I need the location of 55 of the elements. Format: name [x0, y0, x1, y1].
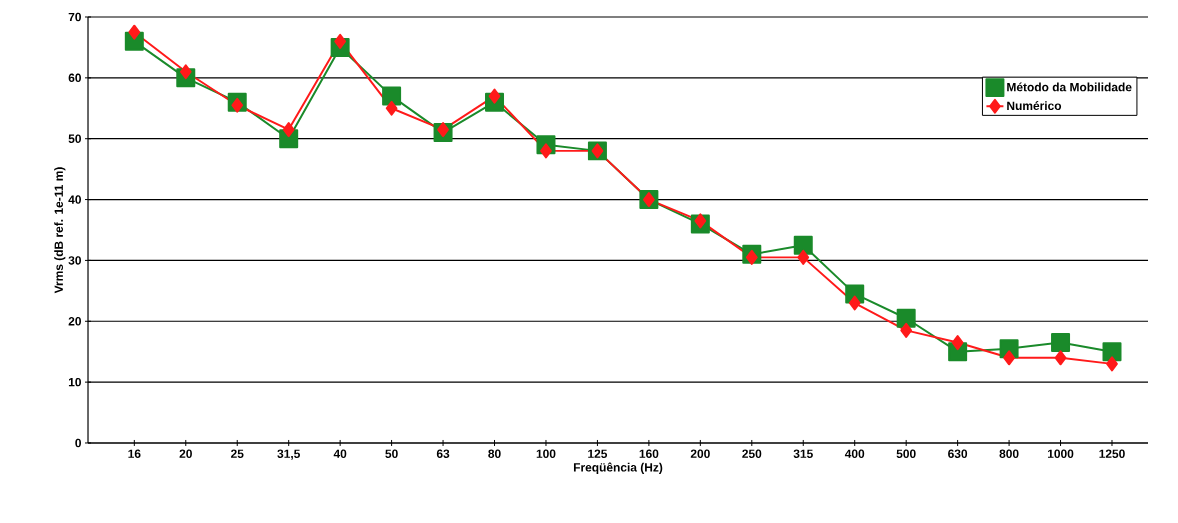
point	[1051, 333, 1071, 353]
point	[1003, 350, 1015, 366]
point	[540, 143, 552, 159]
x-tick-label: 20	[179, 449, 192, 458]
x-tick-label: 100	[536, 449, 556, 458]
point	[488, 88, 501, 104]
point	[282, 122, 295, 138]
x-tick-label: 125	[588, 449, 608, 458]
y-tick-label: 40	[68, 195, 81, 204]
legend-label: Método da Mobilidade	[1007, 82, 1132, 92]
x-tick-label: 315	[793, 449, 813, 458]
point	[179, 64, 192, 80]
y-tick-label: 50	[68, 134, 81, 143]
x-tick-label: 250	[742, 449, 762, 458]
x-tick-label: 500	[896, 449, 916, 458]
y-tick-label: 0	[75, 438, 81, 448]
point	[1054, 350, 1067, 366]
x-tick-label: 1250	[1099, 449, 1125, 458]
y-tick-label: 30	[68, 256, 81, 265]
y-tick-label: 70	[68, 12, 81, 22]
x-tick-label: 1000	[1047, 449, 1074, 458]
point	[128, 24, 141, 40]
point	[694, 213, 707, 229]
point	[793, 235, 813, 255]
y-tick-label: 60	[68, 73, 81, 83]
point	[334, 33, 347, 49]
x-tick-label: 50	[385, 449, 398, 458]
x-tick-label: 80	[488, 449, 501, 458]
point	[1102, 342, 1122, 362]
x-tick-label: 63	[436, 449, 450, 458]
point	[900, 322, 913, 338]
point	[848, 295, 861, 311]
point	[382, 86, 402, 106]
point	[745, 249, 758, 265]
y-axis-title: Vrms (dB ref. 1e-11 m)	[54, 167, 66, 294]
x-tick-label: 25	[231, 449, 244, 458]
x-tick-label: 31,5	[277, 449, 300, 460]
x-tick-label: 16	[128, 449, 141, 458]
y-tick-label: 10	[68, 377, 81, 387]
point	[951, 335, 964, 351]
point	[437, 122, 449, 138]
point	[896, 308, 916, 328]
x-axis-title: Freqüência (Hz)	[573, 462, 663, 474]
x-tick-label: 800	[999, 449, 1019, 458]
point	[385, 100, 398, 116]
x-tick-label: 200	[690, 449, 710, 458]
x-tick-label: 630	[948, 449, 968, 458]
x-tick-label: 400	[844, 449, 865, 458]
point	[797, 249, 810, 265]
y-tick-label: 20	[68, 317, 81, 326]
x-tick-label: 40	[333, 449, 347, 458]
legend-label: Numérico	[1007, 101, 1062, 110]
point	[1106, 356, 1118, 372]
x-tick-label: 160	[639, 449, 659, 458]
point	[231, 97, 244, 113]
